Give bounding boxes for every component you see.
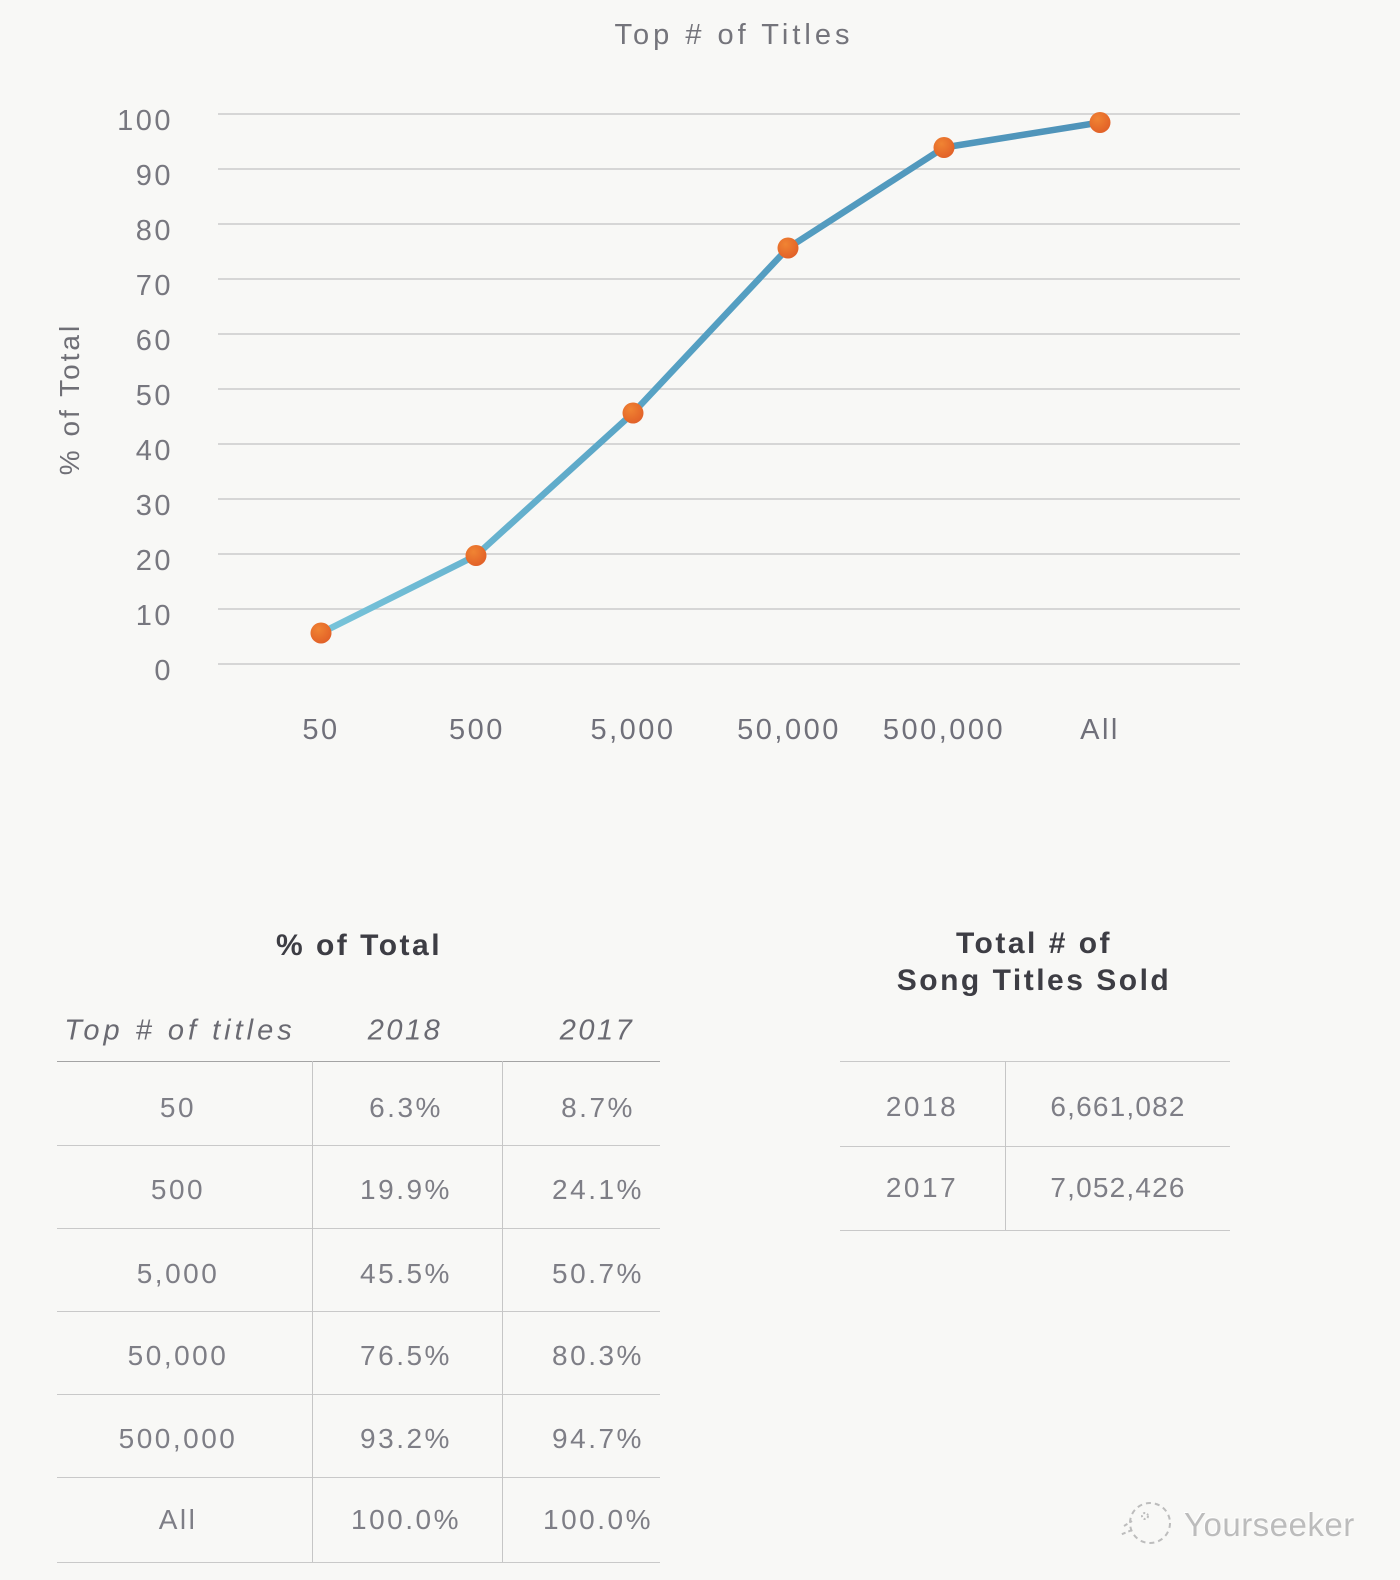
svg-text:% of Total: % of Total	[54, 323, 85, 475]
svg-text:70: 70	[136, 270, 173, 302]
svg-text:50: 50	[136, 380, 173, 412]
svg-text:40: 40	[136, 435, 173, 467]
svg-text:All: All	[1080, 714, 1120, 746]
svg-text:500,000: 500,000	[883, 714, 1005, 746]
svg-text:100: 100	[117, 105, 173, 137]
svg-text:10: 10	[136, 600, 173, 632]
svg-text:80: 80	[136, 215, 173, 247]
svg-text:30: 30	[136, 490, 173, 522]
svg-text:5,000: 5,000	[590, 714, 675, 746]
svg-text:0: 0	[154, 655, 173, 687]
svg-text:20: 20	[136, 545, 173, 577]
svg-text:50,000: 50,000	[737, 714, 841, 746]
svg-text:Top # of Titles: Top # of Titles	[615, 19, 854, 51]
svg-text:50: 50	[302, 714, 339, 746]
svg-text:90: 90	[136, 160, 173, 192]
svg-text:500: 500	[449, 714, 505, 746]
svg-text:60: 60	[136, 325, 173, 357]
